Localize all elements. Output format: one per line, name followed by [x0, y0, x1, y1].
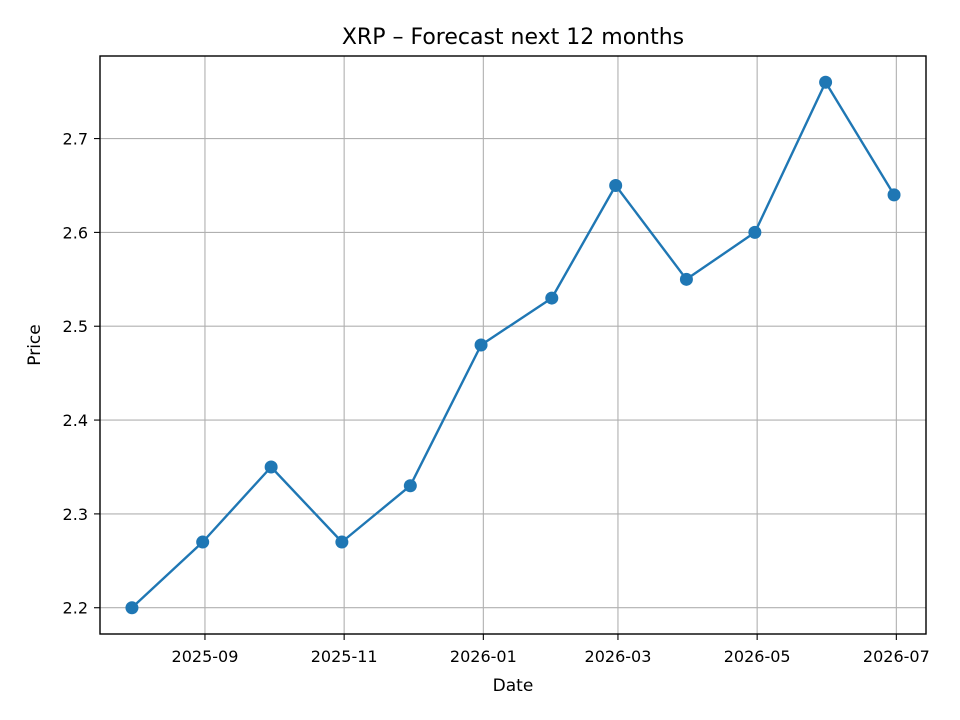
- y-tick-label: 2.6: [63, 223, 88, 242]
- data-point: [679, 272, 693, 286]
- plot-frame: [99, 55, 927, 635]
- y-tick-label: 2.5: [63, 317, 88, 336]
- data-point: [403, 479, 417, 493]
- x-tick-label: 2026-05: [724, 647, 791, 666]
- y-tick-label: 2.3: [63, 505, 88, 524]
- data-point: [819, 75, 833, 89]
- y-tick-label: 2.4: [63, 411, 88, 430]
- x-tick-label: 2026-01: [450, 647, 517, 666]
- data-point: [887, 188, 901, 202]
- x-tick-label: 2026-07: [863, 647, 930, 666]
- x-axis-label: Date: [493, 676, 534, 696]
- data-point: [545, 291, 559, 305]
- grid: [100, 56, 926, 634]
- y-tick-label: 2.2: [63, 599, 88, 618]
- data-point: [196, 535, 210, 549]
- y-axis-ticks: 2.2 2.3 2.4 2.5 2.6 2.7: [63, 130, 100, 618]
- data-point: [125, 601, 139, 615]
- x-tick-label: 2026-03: [585, 647, 652, 666]
- data-point: [748, 225, 762, 239]
- data-point: [474, 338, 488, 352]
- data-point: [609, 178, 623, 192]
- x-axis-ticks: 2025-09 2025-11 2026-01 2026-03 2026-05 2026-…: [172, 634, 930, 666]
- data-point: [264, 460, 278, 474]
- data-point: [335, 535, 349, 549]
- x-tick-label: 2025-11: [311, 647, 378, 666]
- x-tick-label: 2025-09: [172, 647, 239, 666]
- chart-title: XRP – Forecast next 12 months: [342, 25, 684, 50]
- y-tick-label: 2.7: [63, 130, 88, 149]
- series: [125, 75, 901, 615]
- series-line: [131, 81, 896, 609]
- y-axis-label: Price: [25, 324, 45, 365]
